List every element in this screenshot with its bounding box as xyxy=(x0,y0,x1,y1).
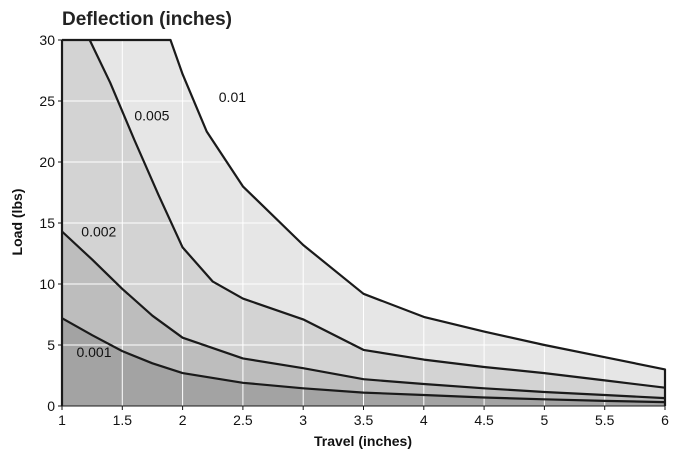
x-tick-label: 3.5 xyxy=(354,412,374,428)
curve-0.002 xyxy=(61,230,666,400)
y-tick-label: 0 xyxy=(47,398,55,414)
region-0.002 xyxy=(62,231,665,406)
y-tick-label: 20 xyxy=(39,154,55,170)
y-axis-ticks: 0 5 10 15 20 25 30 xyxy=(39,32,62,414)
x-tick-label: 4.5 xyxy=(474,412,494,428)
chart-title: Deflection (inches) xyxy=(62,9,232,30)
y-tick-label: 10 xyxy=(39,276,55,292)
y-tick-label: 15 xyxy=(39,215,55,231)
curve-0.005 xyxy=(88,39,666,389)
x-axis-ticks: 1 1.5 2 2.5 3 3.5 4 4.5 5 5.5 6 xyxy=(58,406,669,428)
x-tick-label: 1.5 xyxy=(113,412,133,428)
region-0.005 xyxy=(62,40,665,406)
y-tick-label: 25 xyxy=(39,93,55,109)
x-tick-label: 5 xyxy=(541,412,549,428)
x-tick-label: 2 xyxy=(179,412,187,428)
x-tick-label: 5.5 xyxy=(595,412,615,428)
x-tick-label: 1 xyxy=(58,412,66,428)
curve-labels: 0.001 0.002 0.005 0.01 xyxy=(76,89,246,360)
x-axis-title: Travel (inches) xyxy=(314,433,412,449)
curve-label-0.005: 0.005 xyxy=(134,108,169,124)
regions xyxy=(62,40,665,406)
x-tick-label: 2.5 xyxy=(233,412,253,428)
x-tick-label: 4 xyxy=(420,412,428,428)
x-tick-label: 3 xyxy=(299,412,307,428)
curve-label-0.01: 0.01 xyxy=(219,89,246,105)
y-tick-label: 5 xyxy=(47,337,55,353)
curve-0.01 xyxy=(62,38,667,406)
curve-label-0.002: 0.002 xyxy=(81,223,116,239)
y-axis-title: Load (lbs) xyxy=(9,189,25,256)
x-tick-label: 6 xyxy=(661,412,669,428)
region-0.001 xyxy=(62,318,665,406)
y-tick-label: 30 xyxy=(39,32,55,48)
gridlines xyxy=(62,40,665,406)
curve-label-0.001: 0.001 xyxy=(76,344,111,360)
curve-0.001 xyxy=(61,317,666,404)
